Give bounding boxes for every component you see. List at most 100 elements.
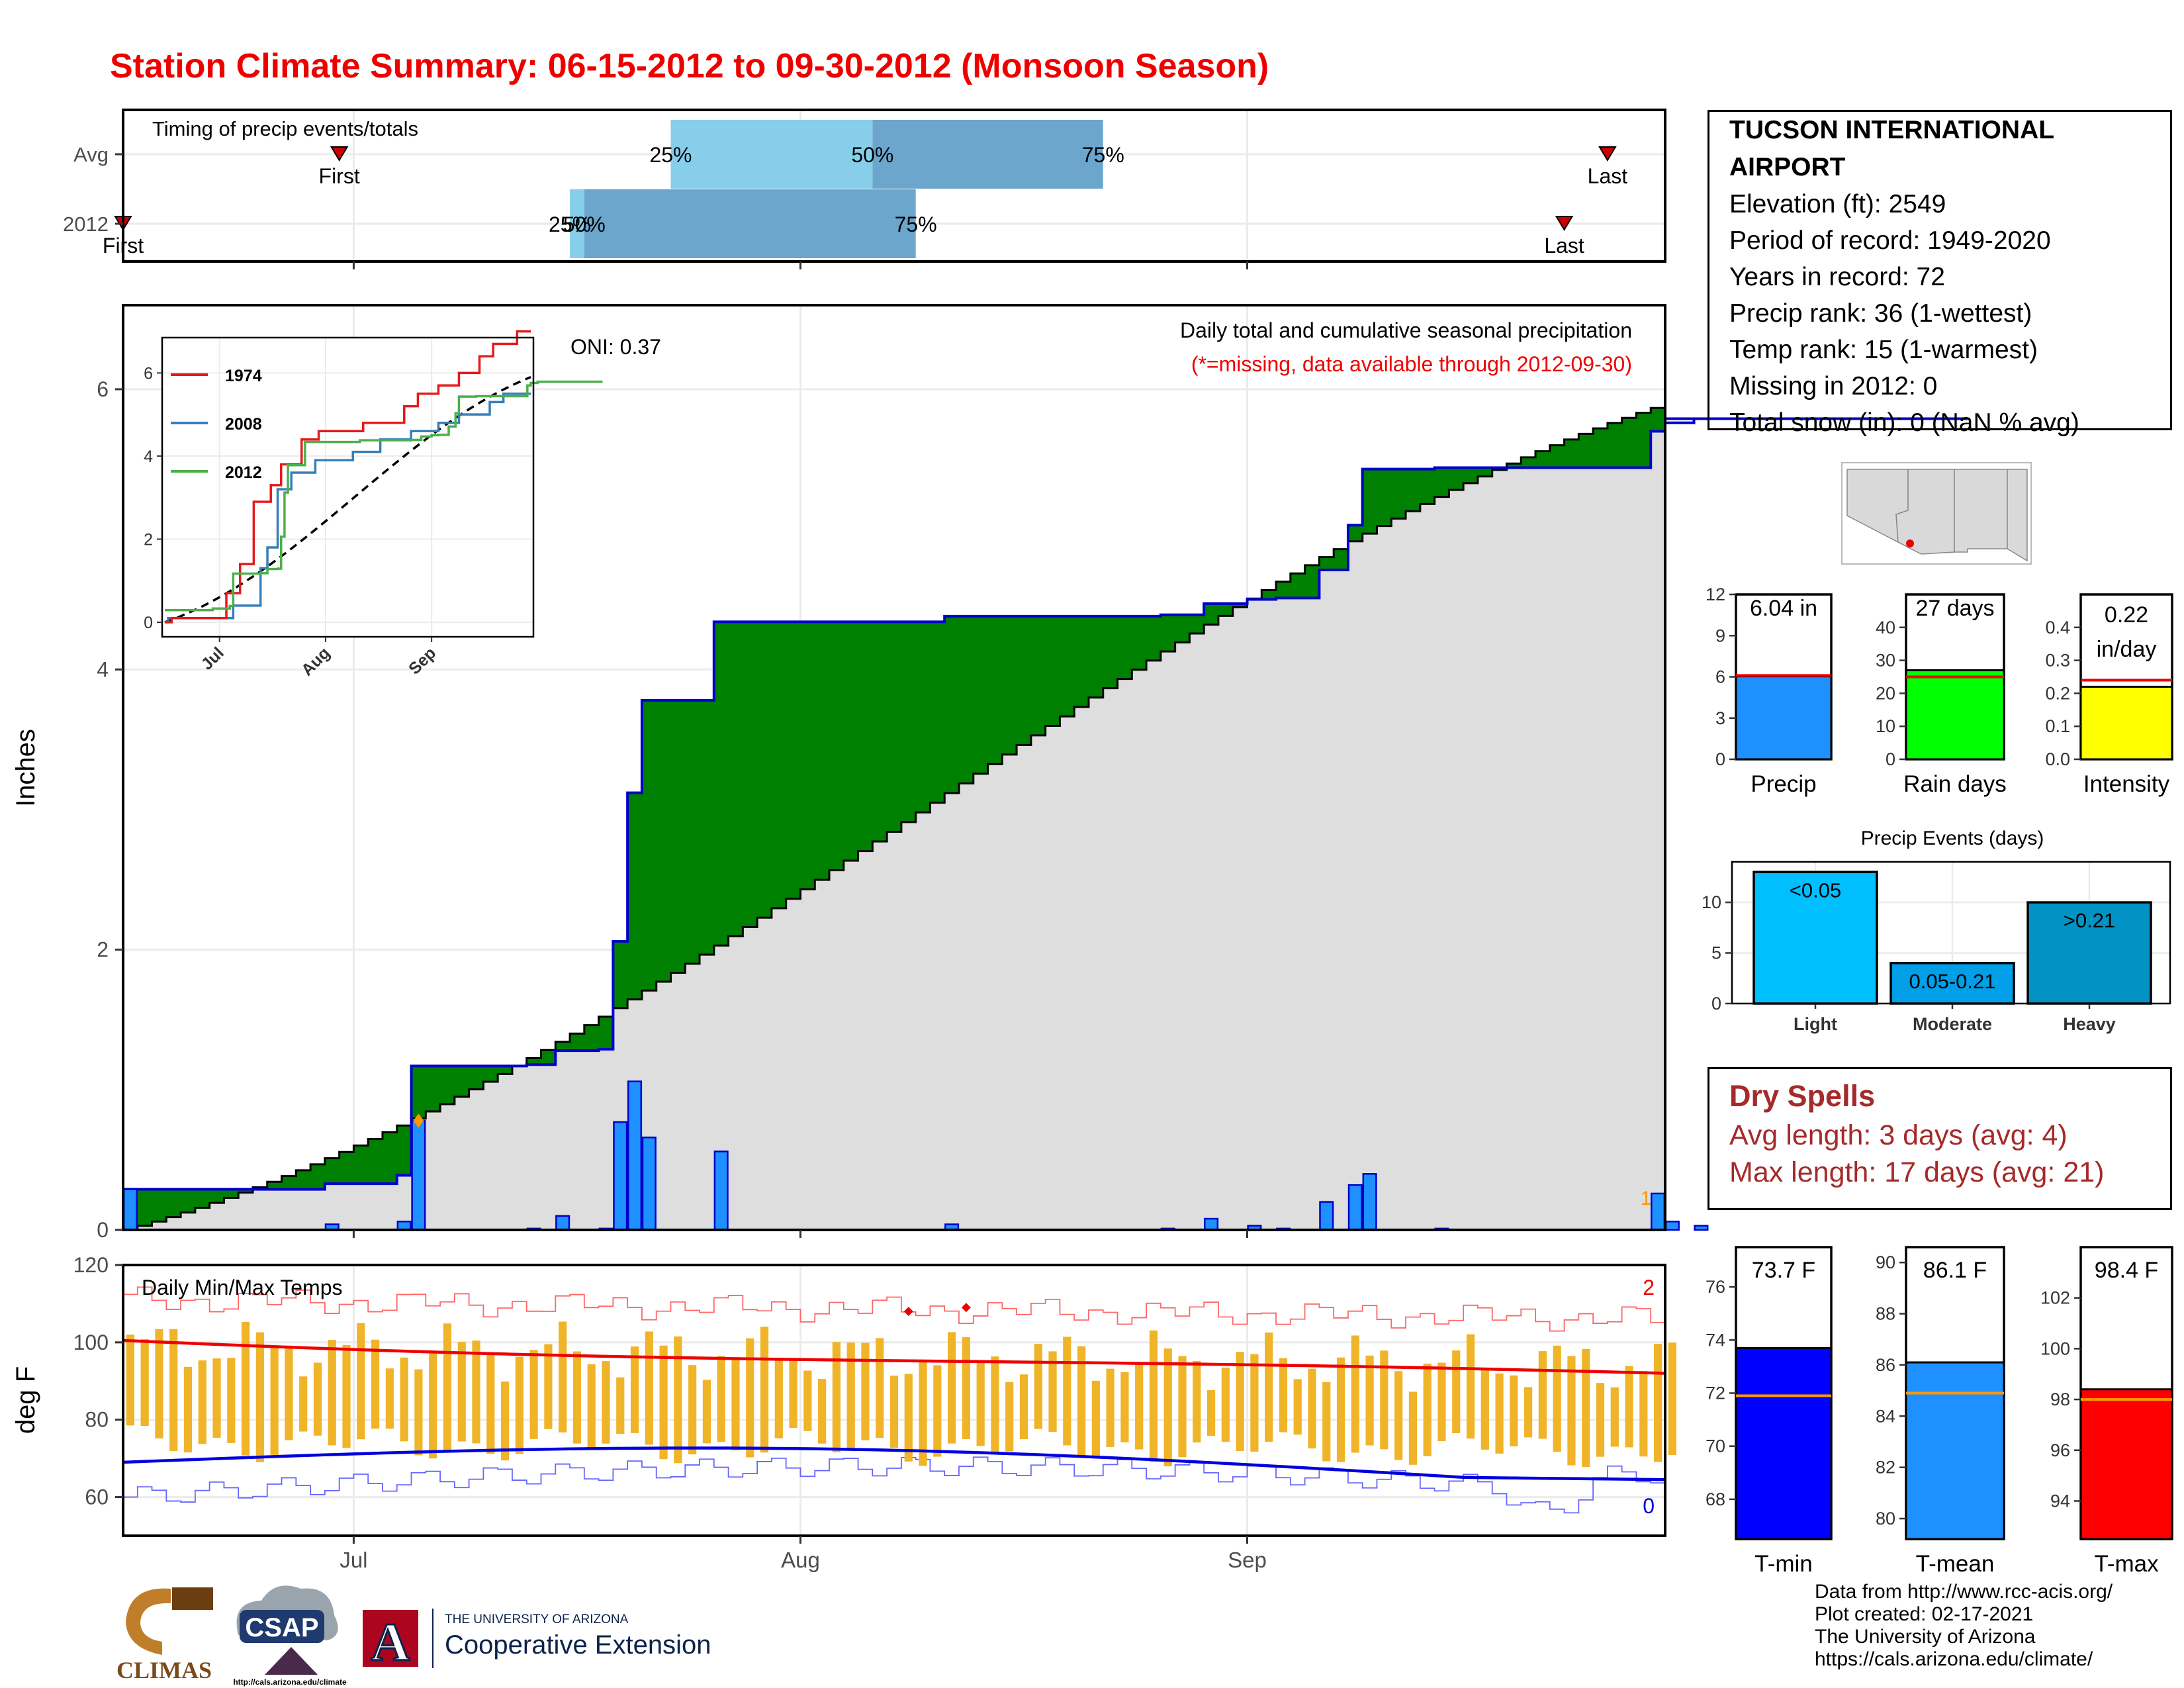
summary-bar-t-min	[1735, 1346, 1833, 1540]
inset-y-tick-label: 2	[144, 530, 153, 549]
daily-temp-bar	[904, 1374, 913, 1462]
summary-y-tick-label: 0.1	[2045, 716, 2070, 736]
daily-precip-bar	[641, 1137, 657, 1231]
daily-temp-bar	[126, 1335, 134, 1426]
y-tick-label: 4	[97, 657, 109, 681]
timing-first-marker	[330, 146, 349, 162]
footer-line: https://cals.arizona.edu/climate/	[1815, 1648, 2093, 1670]
daily-temp-bar	[313, 1362, 322, 1436]
precip-y-axis-label: Inches	[11, 729, 40, 807]
temp-panel: Daily Min/Max Temps 2 0 60 80 100 120 Jul Aug Sep…	[11, 1253, 1676, 1572]
event-range-label: <0.05	[1790, 878, 1841, 902]
temp-frame	[122, 1264, 1666, 1537]
daily-temp-bar	[486, 1353, 495, 1454]
daily-temp-bar	[1221, 1367, 1230, 1442]
inset-y-tick-label: 0	[144, 614, 153, 632]
dry-spells-box: Dry Spells Avg length: 3 days (avg: 4) M…	[1707, 1067, 2172, 1210]
daily-temp-bar	[1149, 1330, 1158, 1462]
events-y-tick-label: 0	[1711, 994, 1721, 1013]
summary-bar-name: Precip	[1751, 771, 1816, 797]
summary-y-tick-label: 30	[1876, 651, 1895, 671]
daily-temp-bar	[1538, 1351, 1547, 1439]
event-category-label: Light	[1794, 1014, 1837, 1034]
daily-temp-bar	[1019, 1374, 1028, 1439]
record-high-line	[123, 1286, 1666, 1332]
daily-temp-bar	[1524, 1387, 1533, 1438]
timing-label-q75: 75%	[1082, 143, 1124, 167]
y-tick-label: 120	[73, 1253, 109, 1277]
summary-y-tick-label: 76	[1706, 1277, 1725, 1297]
temp-corner-bottom: 0	[1643, 1494, 1655, 1518]
daily-temp-bar	[760, 1327, 769, 1453]
daily-temp-bar	[572, 1351, 582, 1444]
map-station-dot	[1906, 539, 1914, 547]
timing-title: Timing of precip events/totals	[152, 117, 418, 140]
precip-frame	[122, 304, 1666, 1231]
csap-url: http://cals.arizona.edu/climate	[233, 1677, 347, 1687]
event-bar-moderate	[1889, 962, 2015, 1005]
summary-y-tick-label: 12	[1706, 585, 1725, 604]
y-tick-label: 6	[97, 377, 109, 401]
daily-temp-bar	[774, 1359, 783, 1438]
summary-y-tick-label: 6	[1715, 667, 1725, 687]
timing-label-q25: 25%	[649, 143, 692, 167]
daily-precip-bar	[1694, 1225, 1709, 1231]
daily-temp-bar	[1394, 1371, 1403, 1460]
daily-temp-bar	[1625, 1366, 1633, 1448]
daily-temp-bar	[1596, 1383, 1605, 1457]
daily-temp-bar	[1106, 1368, 1115, 1447]
daily-temp-bar	[1466, 1334, 1475, 1439]
daily-temp-bar	[1351, 1335, 1359, 1453]
average-cumulative-line	[123, 403, 1666, 1231]
daily-temp-bar	[1293, 1379, 1302, 1435]
daily-temp-bar	[1178, 1356, 1187, 1458]
summary-y-tick-label: 96	[2050, 1440, 2070, 1460]
event-bar-light	[1752, 870, 1878, 1005]
record-low-line	[123, 1456, 1666, 1514]
daily-temp-bar	[1063, 1336, 1071, 1446]
daily-temp-bar	[803, 1370, 812, 1431]
summary-y-tick-label: 0.0	[2045, 749, 2070, 769]
footer-line: Data from http://www.rcc-acis.org/	[1815, 1581, 2113, 1603]
daily-temp-bar	[1091, 1380, 1100, 1456]
climas-logo-text: CLIMAS	[116, 1657, 212, 1683]
x-tick-label: Jul	[340, 1548, 367, 1572]
daily-temp-bar	[645, 1331, 653, 1445]
daily-temp-bar	[991, 1356, 999, 1454]
y-tick-label: 80	[85, 1408, 109, 1432]
daily-temp-bar	[1567, 1356, 1576, 1466]
ua-line1: THE UNIVERSITY OF ARIZONA	[445, 1613, 629, 1626]
daily-temp-bar	[1322, 1382, 1331, 1462]
daily-temp-bar	[1380, 1350, 1388, 1450]
station-snow: Total snow (in): 0 (NaN % avg)	[1729, 408, 2079, 437]
daily-temp-bar	[1034, 1344, 1042, 1429]
summary-bar-t-max	[2079, 1388, 2173, 1540]
timing-bar-q25-q50	[570, 189, 584, 258]
temp-summary-bars: 73.7 F 68 70 72 74 76 T-min 86.1 F 80 82 84 86 88 90 T…	[1706, 1246, 2173, 1577]
precip-subtitle: Daily total and cumulative seasonal prec…	[1180, 318, 1632, 342]
daily-temp-bar	[385, 1368, 394, 1429]
daily-temp-bar	[155, 1329, 163, 1438]
timing-row-label: 2012	[63, 212, 109, 236]
summary-value-label: 27 days	[1915, 596, 1994, 621]
station-precip-rank: Precip rank: 36 (1-wettest)	[1729, 299, 2032, 328]
summary-bar-name: T-mean	[1916, 1551, 1995, 1577]
event-category-label: Moderate	[1913, 1014, 1992, 1034]
daily-temp-bar	[630, 1346, 639, 1433]
daily-temp-bar	[846, 1342, 855, 1450]
daily-temp-bar	[212, 1358, 221, 1438]
daily-temp-bar	[1077, 1346, 1086, 1457]
precip-panel: Daily total and cumulative seasonal prec…	[11, 304, 1968, 1242]
daily-temp-bar	[1495, 1373, 1504, 1454]
event-range-label: >0.21	[2064, 909, 2115, 932]
timing-label-q75: 75%	[895, 212, 937, 236]
daily-temp-bar	[861, 1342, 870, 1440]
avg-tmax-line	[122, 1338, 1666, 1375]
timing-bar-q50-q75	[872, 120, 1103, 189]
timing-last-label: Last	[1544, 234, 1584, 258]
daily-temp-bar	[241, 1321, 250, 1456]
daily-precip-bar	[555, 1215, 570, 1231]
dry-spells-max: Max length: 17 days (avg: 21)	[1729, 1156, 2105, 1188]
